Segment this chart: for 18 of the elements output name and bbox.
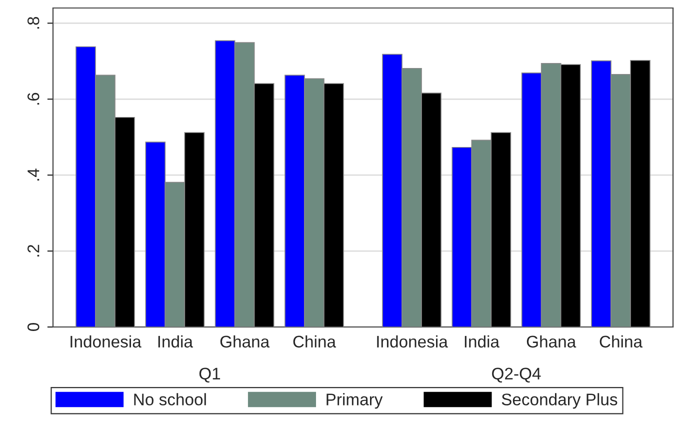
y-tick-label: .4 <box>28 168 40 181</box>
y-tick-label: 0 <box>27 323 40 331</box>
x-tick-label: China <box>293 335 336 348</box>
legend-label: Secondary Plus <box>502 393 618 409</box>
text: Q2-Q4 <box>492 368 541 383</box>
x-tick-label: Ghana <box>526 335 576 348</box>
y-tick-label: .2 <box>27 244 40 256</box>
y-tick-label: .6 <box>27 92 40 105</box>
x-tick-label: China <box>600 335 643 348</box>
x-tick-label: Indonesia <box>70 335 142 348</box>
x-tick-label: Indonesia <box>377 335 448 348</box>
x-tick-label: India <box>464 335 500 348</box>
text: Q1 <box>199 368 220 383</box>
x-tick-label: Ghana <box>220 335 270 348</box>
x-tick-label: India <box>158 335 193 348</box>
legend-label: No school <box>134 393 206 406</box>
legend-label: Primary <box>326 393 383 409</box>
y-tick-label: .8 <box>27 16 40 29</box>
